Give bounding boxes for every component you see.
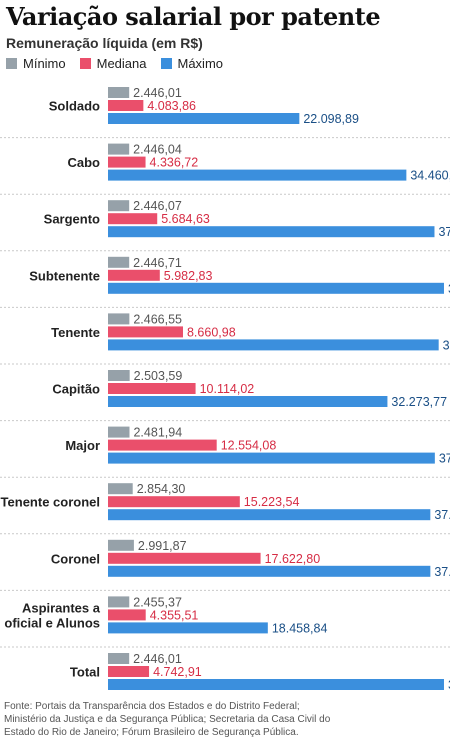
legend-swatch-mediana xyxy=(79,58,91,69)
data-label: 4.083,86 xyxy=(147,99,196,113)
bar-2 xyxy=(108,679,444,690)
data-label: 4.355,51 xyxy=(150,608,199,622)
data-label: 4.742,91 xyxy=(153,665,202,679)
category-label: Cabo xyxy=(68,155,101,170)
legend-swatch-minimo xyxy=(6,58,17,69)
bar-0 xyxy=(108,596,130,608)
bar-2 xyxy=(108,282,444,294)
bar-chart: Soldado2.446,014.083,8622.098,89Cabo2.44… xyxy=(0,86,450,692)
bar-1 xyxy=(108,439,217,451)
category-label: Total xyxy=(70,665,100,680)
category-label: Aspirantes a xyxy=(22,600,101,615)
source-note: Fonte: Portais da Transparência dos Esta… xyxy=(4,700,330,739)
source-line-2: Ministério da Justiça e da Segurança Púb… xyxy=(4,714,331,725)
legend-item-minimo: Mínimo xyxy=(6,56,66,71)
data-label: 8.660,98 xyxy=(187,325,236,339)
data-label: 2.446,01 xyxy=(133,86,182,100)
bar-0 xyxy=(108,653,130,664)
bar-1 xyxy=(108,609,146,621)
data-label: 32.273,77 xyxy=(391,395,447,409)
bar-0 xyxy=(108,256,130,268)
bar-1 xyxy=(108,496,240,508)
bar-2 xyxy=(108,226,435,238)
bar-1 xyxy=(108,383,196,394)
data-label: 2.446,04 xyxy=(133,143,182,157)
category-label: Major xyxy=(65,438,100,453)
data-label: 5.982,83 xyxy=(164,269,213,283)
legend-label-minimo: Mínimo xyxy=(23,56,66,71)
bar-2 xyxy=(108,169,407,181)
data-label: 37.707,18 xyxy=(438,225,450,239)
bar-2 xyxy=(108,565,431,577)
data-label: 5.684,63 xyxy=(161,212,210,226)
bar-1 xyxy=(108,326,183,338)
data-label: 38.805,08 xyxy=(448,678,450,692)
data-label: 10.114,02 xyxy=(200,382,255,396)
data-label: 37.227,81 xyxy=(434,508,450,522)
category-label: Capitão xyxy=(52,382,100,397)
bar-0 xyxy=(108,426,130,438)
data-label: 38.805,08 xyxy=(448,282,450,296)
bar-0 xyxy=(108,143,130,155)
data-label: 17.622,80 xyxy=(265,552,321,566)
data-label: 22.098,89 xyxy=(303,112,359,126)
data-label: 18.458,84 xyxy=(272,621,328,635)
bar-2 xyxy=(108,396,388,407)
bar-0 xyxy=(108,87,130,98)
bar-2 xyxy=(108,622,268,634)
legend-label-mediana: Mediana xyxy=(96,56,147,71)
data-label: 15.223,54 xyxy=(244,495,300,509)
category-label: Subtenente xyxy=(29,268,100,283)
bar-2 xyxy=(108,339,439,351)
bar-0 xyxy=(108,313,130,325)
category-label: Soldado xyxy=(49,99,100,114)
data-label: 2.503,59 xyxy=(134,369,183,383)
bar-1 xyxy=(108,100,144,111)
category-label: oficial e Alunos xyxy=(4,615,100,630)
data-label: 2.466,55 xyxy=(133,312,182,326)
data-label: 37.749,90 xyxy=(439,452,450,466)
bar-1 xyxy=(108,269,160,281)
bar-0 xyxy=(108,370,130,381)
data-label: 2.446,71 xyxy=(133,256,182,270)
data-label: 2.455,37 xyxy=(133,595,182,609)
legend-swatch-maximo xyxy=(160,58,172,69)
data-label: 38.192,06 xyxy=(443,338,450,352)
legend-label-maximo: Máximo xyxy=(177,56,224,71)
category-label: Coronel xyxy=(51,551,100,566)
bar-0 xyxy=(108,539,134,551)
chart-subtitle: Remuneração líquida (em R$) xyxy=(6,35,203,51)
bar-1 xyxy=(108,213,158,225)
bar-1 xyxy=(108,552,261,564)
bar-2 xyxy=(108,113,300,124)
data-label: 2.991,87 xyxy=(138,539,187,553)
legend-item-mediana: Mediana xyxy=(79,56,147,71)
data-label: 2.481,94 xyxy=(133,426,182,440)
source-line-1: Fonte: Portais da Transparência dos Esta… xyxy=(4,701,300,712)
data-label: 37.230,57 xyxy=(434,565,450,579)
bar-2 xyxy=(108,452,435,464)
data-label: 2.854,30 xyxy=(137,482,186,496)
chart-title: Variação salarial por patente xyxy=(6,2,381,31)
bar-0 xyxy=(108,200,130,212)
legend: Mínimo Mediana Máximo xyxy=(6,56,237,71)
bar-2 xyxy=(108,509,431,521)
data-label: 2.446,01 xyxy=(133,652,182,666)
category-label: Sargento xyxy=(44,212,100,227)
category-label: Tenente xyxy=(51,325,100,340)
bar-0 xyxy=(108,483,133,495)
bar-1 xyxy=(108,666,150,677)
data-label: 34.460,25 xyxy=(410,169,450,183)
data-label: 2.446,07 xyxy=(133,199,182,213)
source-line-3: Estado do Rio de Janeiro; Fórum Brasilei… xyxy=(4,727,299,738)
category-label: Tenente coronel xyxy=(1,495,100,510)
bar-1 xyxy=(108,156,146,168)
legend-item-maximo: Máximo xyxy=(160,56,224,71)
data-label: 12.554,08 xyxy=(221,439,277,453)
data-label: 4.336,72 xyxy=(150,156,199,170)
